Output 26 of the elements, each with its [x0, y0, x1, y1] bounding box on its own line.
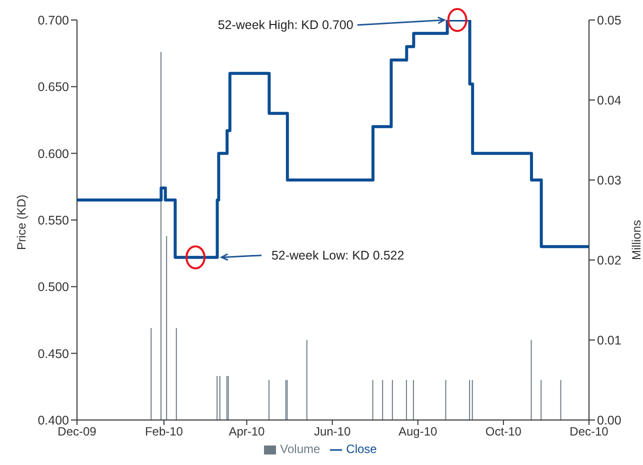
annotation: 52-week High: KD 0.700	[218, 18, 354, 32]
x-tick-label: Feb-10	[144, 424, 184, 439]
y2-tick-label: 0.00	[597, 413, 622, 428]
y2-tick-label: 0.04	[597, 93, 622, 108]
y2-axis-title: Millions	[629, 220, 643, 260]
annotation: 52-week Low: KD 0.522	[271, 248, 404, 262]
x-tick-label: Apr-10	[228, 424, 266, 439]
y-tick-label: 0.500	[38, 280, 70, 294]
y-tick-label: 0.700	[38, 13, 70, 28]
x-tick-label: Aug-10	[398, 424, 438, 439]
y2-tick-label: 0.03	[597, 173, 622, 188]
legend-label: Volume	[280, 442, 320, 456]
x-tick-label: Dec-09	[58, 424, 97, 439]
y-axis-title: Price (KD)	[14, 194, 28, 250]
y-tick-label: 0.400	[38, 413, 70, 428]
x-tick-label: Oct-10	[485, 424, 522, 439]
legend-label: Close	[346, 442, 377, 456]
x-tick-label: Dec-10	[570, 424, 609, 439]
y-tick-label: 0.600	[38, 146, 70, 161]
y2-tick-label: 0.05	[597, 13, 622, 28]
y-tick-label: 0.550	[38, 213, 70, 228]
y-tick-label: 0.650	[38, 80, 70, 94]
y2-tick-label: 0.02	[597, 253, 622, 268]
y2-tick-label: 0.01	[597, 333, 622, 348]
x-tick-label: Jun-10	[314, 424, 351, 439]
y-tick-label: 0.450	[38, 346, 70, 361]
